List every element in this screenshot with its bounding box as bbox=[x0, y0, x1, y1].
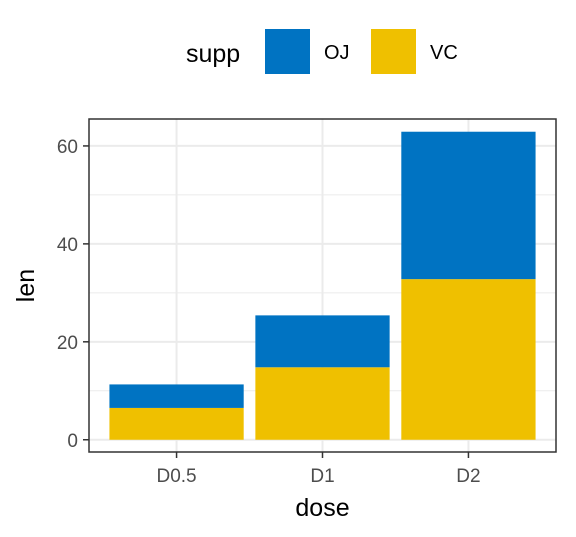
bar-oj-d0-5 bbox=[109, 384, 244, 408]
bar-oj-d2 bbox=[401, 131, 536, 280]
bar-oj-d1 bbox=[255, 315, 390, 368]
legend-label-vc: VC bbox=[430, 42, 458, 64]
y-tick-label: 60 bbox=[57, 137, 78, 158]
y-tick-label: 20 bbox=[57, 333, 78, 354]
legend-key-oj bbox=[265, 29, 310, 74]
legend: supp OJ VC bbox=[186, 29, 458, 74]
legend-title: supp bbox=[186, 40, 240, 68]
y-tick-label: 40 bbox=[57, 235, 78, 256]
y-axis-title: len bbox=[12, 269, 40, 302]
x-tick-label: D2 bbox=[456, 466, 480, 487]
y-tick-label: 0 bbox=[67, 431, 78, 452]
bar-vc-d0-5 bbox=[109, 407, 244, 440]
legend-key-vc bbox=[371, 29, 416, 74]
legend-label-oj: OJ bbox=[324, 42, 350, 64]
axes: 0 20 40 60 D0.5 D1 D2 bbox=[57, 137, 481, 487]
x-tick-label: D0.5 bbox=[156, 466, 196, 487]
x-axis-title: dose bbox=[295, 494, 349, 522]
bars bbox=[109, 131, 536, 440]
x-tick-label: D1 bbox=[310, 466, 334, 487]
bar-vc-d1 bbox=[255, 367, 390, 440]
bar-vc-d2 bbox=[401, 279, 536, 440]
